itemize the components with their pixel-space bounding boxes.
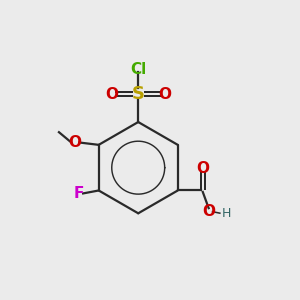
Text: S: S <box>132 85 145 103</box>
Text: O: O <box>105 87 118 102</box>
Text: O: O <box>196 161 209 176</box>
Text: H: H <box>222 207 231 220</box>
Text: O: O <box>158 87 171 102</box>
Text: F: F <box>74 186 84 201</box>
Text: Cl: Cl <box>130 61 146 76</box>
Text: O: O <box>202 204 215 219</box>
Text: O: O <box>69 135 82 150</box>
